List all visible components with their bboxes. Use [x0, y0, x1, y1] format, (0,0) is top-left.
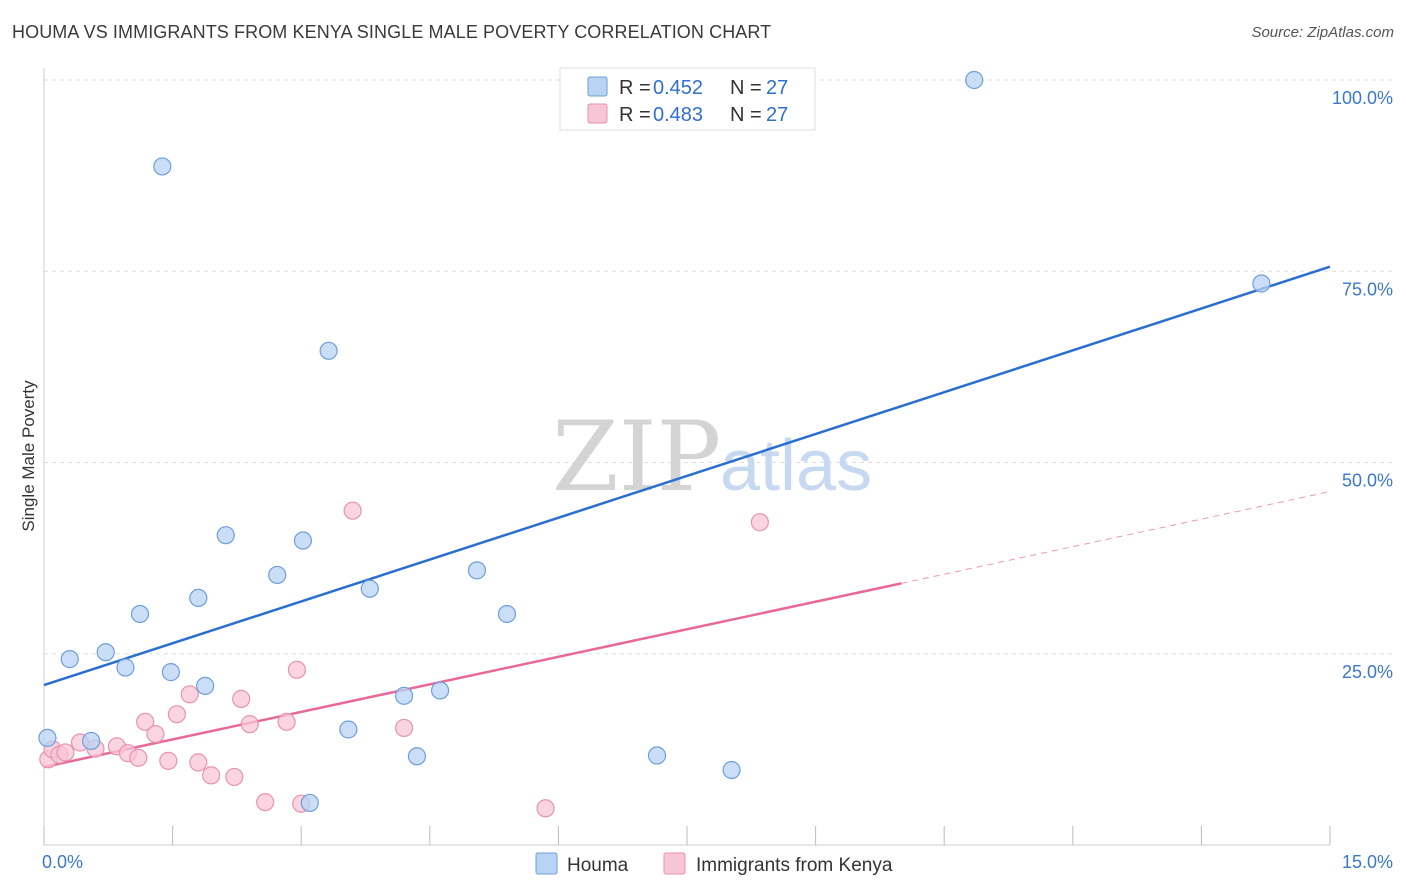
y-axis-label: Single Male Poverty	[19, 380, 38, 532]
trend-layer	[43, 265, 1331, 769]
watermark: ZIP atlas	[552, 401, 872, 513]
point-kenya	[256, 793, 275, 812]
legend-n-value-houma: 27	[766, 77, 788, 99]
point-houma	[216, 526, 235, 545]
trendline-kenya	[43, 582, 902, 769]
watermark-atlas: atlas	[720, 426, 872, 506]
point-houma	[268, 565, 287, 585]
y-tick-label: 50.0%	[1342, 471, 1393, 491]
point-kenya	[189, 753, 208, 772]
point-houma	[394, 686, 414, 705]
x-tick-label-min: 0.0%	[42, 852, 83, 872]
point-kenya	[56, 743, 75, 762]
point-houma	[467, 561, 487, 580]
point-houma	[965, 70, 984, 90]
legend-r-value-kenya: 0.483	[653, 104, 703, 126]
point-houma	[153, 157, 172, 176]
point-kenya	[225, 767, 244, 787]
legend-n-label-kenya: N =	[730, 104, 762, 126]
watermark-zip: ZIP	[552, 401, 721, 513]
point-houma	[430, 681, 450, 700]
point-kenya	[277, 712, 296, 731]
legend-swatch-houma	[587, 76, 608, 97]
point-houma	[189, 588, 208, 608]
point-houma	[300, 793, 319, 813]
bottom-legend-label-kenya: Immigrants from Kenya	[696, 855, 893, 876]
x-tick-label-max: 15.0%	[1342, 852, 1393, 872]
point-houma	[96, 643, 115, 662]
point-houma	[339, 720, 358, 739]
point-houma	[319, 341, 338, 360]
points-layer	[38, 70, 1271, 818]
y-tick-label: 75.0%	[1342, 279, 1393, 299]
point-houma	[407, 747, 427, 766]
point-houma	[360, 579, 379, 598]
legend-n-label-houma: N =	[730, 77, 762, 99]
y-tick-label: 25.0%	[1342, 662, 1393, 682]
point-houma	[722, 760, 741, 780]
point-houma	[161, 663, 180, 682]
point-kenya	[159, 751, 178, 770]
trendline-houma	[43, 265, 1331, 687]
point-kenya	[167, 705, 186, 724]
legend-swatch-kenya	[587, 103, 608, 124]
chart-title: HOUMA VS IMMIGRANTS FROM KENYA SINGLE MA…	[12, 22, 772, 42]
point-houma	[38, 728, 57, 748]
point-kenya	[180, 685, 199, 704]
point-kenya	[129, 748, 148, 767]
point-houma	[116, 658, 135, 677]
bottom-legend-swatch-kenya	[663, 852, 686, 875]
legend-r-value-houma: 0.452	[653, 77, 703, 99]
point-kenya	[343, 501, 362, 520]
legend-n-value-kenya: 27	[766, 104, 788, 126]
point-houma	[196, 676, 215, 695]
point-kenya	[394, 718, 414, 738]
y-tick-label: 100.0%	[1332, 88, 1393, 108]
point-houma	[60, 650, 79, 669]
point-kenya	[287, 660, 307, 679]
point-kenya	[202, 766, 221, 785]
point-houma	[497, 604, 517, 624]
point-kenya	[750, 513, 769, 532]
bottom-legend-swatch-houma	[535, 852, 558, 875]
trendline-kenya-extension	[901, 491, 1331, 584]
legend-r-label-kenya: R =	[619, 104, 651, 126]
point-kenya	[136, 712, 155, 731]
bottom-legend: Houma Immigrants from Kenya	[535, 852, 893, 876]
point-kenya	[146, 724, 165, 744]
tick-labels: 0.0% 15.0% 25.0% 50.0% 75.0% 100.0%	[42, 88, 1393, 872]
point-houma	[293, 531, 313, 550]
point-kenya	[536, 799, 555, 818]
point-houma	[647, 746, 667, 765]
source-label: Source: ZipAtlas.com	[1251, 24, 1394, 41]
legend-r-label-houma: R =	[619, 77, 651, 99]
point-kenya	[232, 689, 251, 708]
point-houma	[82, 731, 101, 751]
point-kenya	[240, 715, 259, 734]
bottom-legend-label-houma: Houma	[567, 855, 629, 876]
top-legend: R = 0.452 N = 27 R = 0.483 N = 27	[559, 67, 816, 131]
axis-layer	[43, 68, 1331, 846]
point-houma	[1252, 274, 1271, 293]
point-houma	[130, 604, 150, 624]
grid-layer	[44, 79, 1393, 655]
